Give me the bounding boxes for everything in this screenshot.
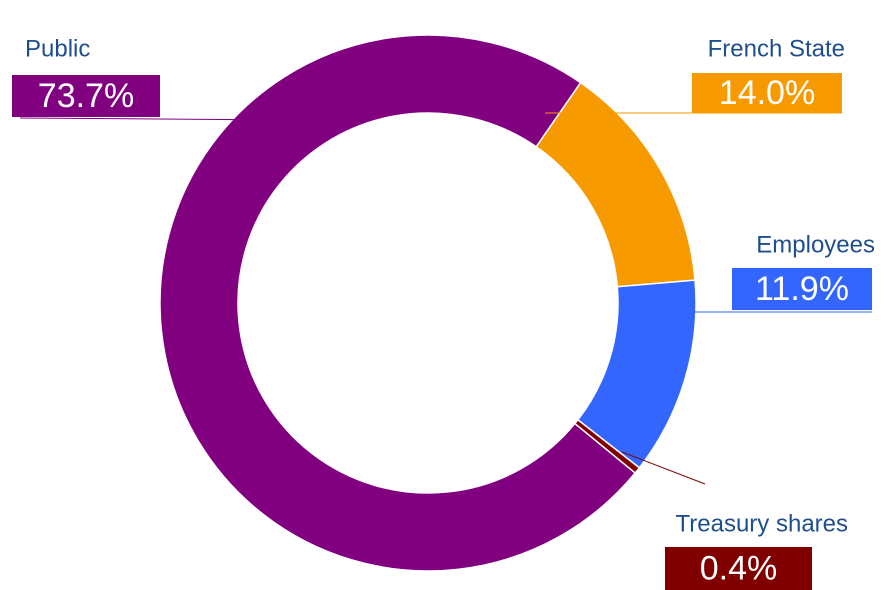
donut-slice — [159, 34, 637, 572]
value-box — [732, 268, 872, 310]
value-box — [692, 73, 842, 113]
value-label: 73.7% — [38, 77, 134, 115]
slice-name: Treasury shares — [676, 510, 849, 537]
value-box — [12, 75, 160, 117]
leader-line — [19, 117, 291, 121]
slice-name: Public — [25, 35, 90, 62]
leader-line — [621, 451, 706, 485]
slice-name: French State — [708, 35, 845, 62]
value-label: 11.9% — [755, 270, 849, 308]
slice-name: Employees — [756, 231, 875, 258]
value-box — [665, 547, 812, 590]
value-label: 0.4% — [700, 549, 778, 587]
value-label: 14.0% — [719, 74, 815, 112]
